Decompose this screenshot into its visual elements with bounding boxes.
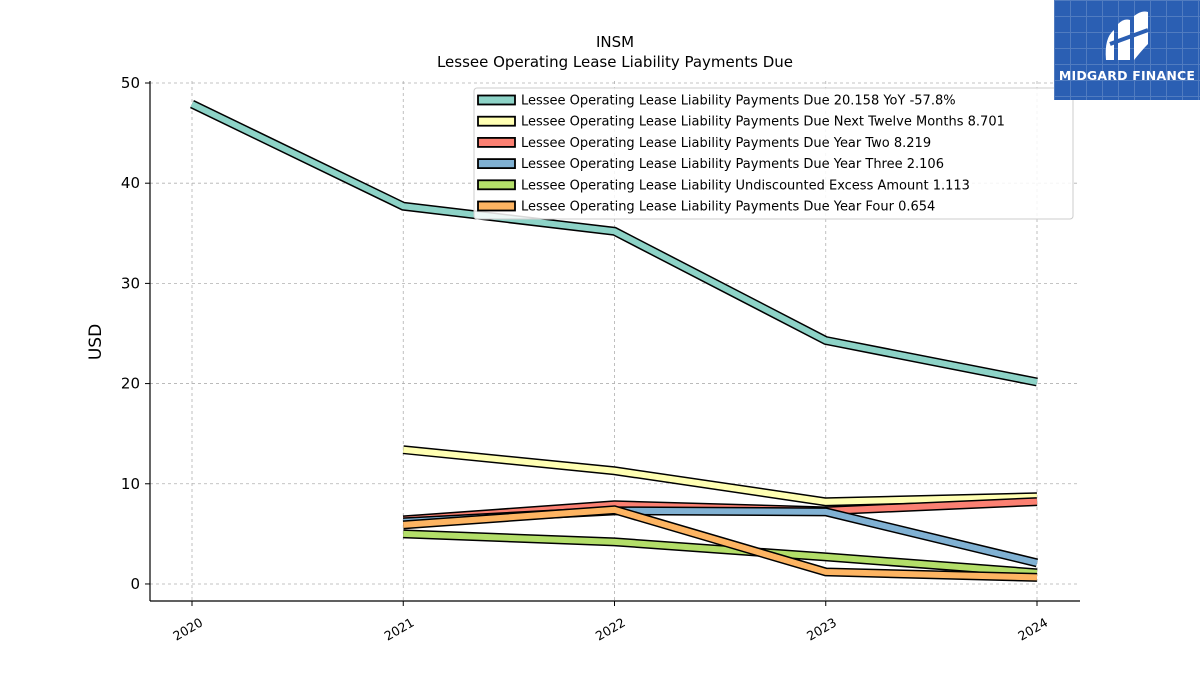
y-tick-label: 0: [130, 575, 140, 593]
y-tick-label: 40: [121, 174, 140, 192]
chart-subtitle: Lessee Operating Lease Liability Payment…: [437, 53, 793, 71]
y-tick-label: 30: [121, 274, 140, 292]
x-tick-label: 2023: [804, 615, 839, 644]
legend-swatch: [477, 115, 516, 127]
series-line: [403, 506, 1038, 581]
legend-swatch: [477, 158, 516, 170]
legend-swatch: [477, 94, 516, 106]
series-line: [190, 101, 1038, 385]
series-line: [402, 446, 1038, 505]
series-line: [403, 530, 1038, 576]
chart-title: INSM: [596, 33, 634, 51]
legend-swatch: [477, 179, 516, 191]
logo-mark-icon: [1105, 11, 1149, 60]
x-tick-label: 2024: [1015, 615, 1050, 644]
x-tick-label: 2022: [593, 615, 628, 644]
legend-entry: Lessee Operating Lease Liability Payment…: [521, 136, 931, 151]
legend-entry: Lessee Operating Lease Liability Undisco…: [521, 178, 970, 193]
brand-logo: MIDGARD FINANCE: [1054, 0, 1200, 100]
series-lines: [190, 99, 1039, 582]
legend-entry: Lessee Operating Lease Liability Payment…: [521, 200, 935, 215]
y-tick-label: 50: [121, 74, 140, 92]
legend-entry: Lessee Operating Lease Liability Payment…: [521, 94, 956, 109]
legend-swatch: [477, 136, 516, 148]
legend-box: [473, 87, 1074, 220]
legend: Lessee Operating Lease Liability Payment…: [473, 87, 1074, 220]
y-tick-label: 10: [121, 475, 140, 493]
y-tick-label: 20: [121, 375, 140, 393]
legend-entry: Lessee Operating Lease Liability Payment…: [521, 115, 1005, 130]
x-tick-label: 2021: [381, 615, 416, 644]
logo-text: MIDGARD FINANCE: [1058, 68, 1196, 83]
x-tick-label: 2020: [170, 615, 205, 644]
legend-swatch: [477, 200, 516, 212]
legend-entry: Lessee Operating Lease Liability Payment…: [521, 157, 944, 172]
y-axis-label: USD: [86, 324, 106, 360]
